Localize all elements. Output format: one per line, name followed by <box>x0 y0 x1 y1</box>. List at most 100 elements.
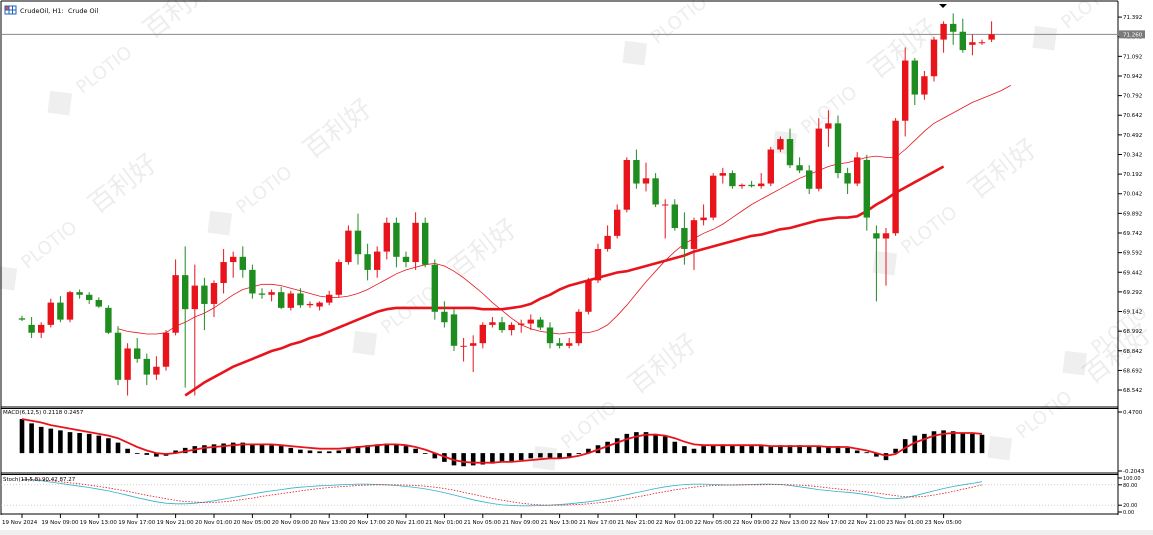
price-tick-label: 71.392 <box>1123 15 1142 21</box>
macd-histogram-bar <box>970 433 975 454</box>
candle-body <box>498 322 506 331</box>
macd-histogram-bar <box>662 436 668 454</box>
stoch-signal-line <box>22 479 983 506</box>
price-tick-label: 69.892 <box>1123 211 1142 217</box>
time-tick-label: 22 Nov 09:00 <box>733 520 771 526</box>
watermark-diamond <box>1062 350 1088 376</box>
macd-histogram-bar <box>461 453 466 467</box>
macd-histogram-bar <box>134 453 140 454</box>
candle-body <box>767 149 774 184</box>
shift-marker-icon[interactable] <box>939 4 947 8</box>
ma-fast-line <box>117 85 1011 335</box>
candle-body <box>652 178 659 205</box>
candle-body <box>786 139 794 166</box>
chart-grid-icon[interactable] <box>4 5 17 15</box>
macd-histogram-bar <box>211 444 217 454</box>
price-tick-label: 69.592 <box>1123 251 1142 257</box>
candle-body <box>518 323 525 325</box>
macd-histogram-bar <box>643 432 649 454</box>
macd-tick-label: -0.2043 <box>1123 469 1145 475</box>
macd-histogram-bar <box>883 453 889 461</box>
macd-histogram-bar <box>720 444 726 454</box>
candle-body <box>575 311 582 344</box>
candle-body <box>230 256 237 263</box>
watermark-diamond <box>987 435 1013 461</box>
watermark-diamond <box>872 250 898 276</box>
macd-histogram-bar <box>29 423 34 454</box>
time-tick-label: 20 Nov 01:00 <box>195 520 233 526</box>
candle-body <box>642 178 650 184</box>
candle-body <box>287 293 294 308</box>
candle-body <box>815 128 822 189</box>
moving-averages <box>117 85 1011 397</box>
candle-body <box>844 173 851 184</box>
macd-histogram-bar <box>67 432 73 454</box>
candle-body <box>220 262 227 283</box>
time-tick-label: 20 Nov 17:00 <box>349 520 387 526</box>
candle-body <box>364 254 371 270</box>
macd-histogram-bar <box>960 432 966 454</box>
current-price-label: 71.260 <box>1123 32 1143 38</box>
macd-label: MACD(6,12,5) 0.2118 0.2457 <box>3 410 84 416</box>
candle-body <box>690 220 698 249</box>
macd-histogram-bar <box>422 453 428 454</box>
candle-body <box>489 322 496 325</box>
candle-body <box>393 222 400 257</box>
candle-body <box>172 275 179 333</box>
macd-histogram-bar <box>922 433 927 454</box>
bottom-status-strip <box>0 530 1153 535</box>
candle-body <box>326 294 333 303</box>
stoch-tick-label: 80.00 <box>1123 483 1137 489</box>
macd-histogram-bar <box>701 446 706 454</box>
candle-body <box>374 251 381 270</box>
macd-histogram-bar <box>509 453 514 461</box>
macd-histogram-bar <box>691 448 697 454</box>
macd-histogram-bar <box>125 448 130 454</box>
macd-histogram-bar <box>778 445 783 454</box>
candle-body <box>18 318 26 320</box>
symbol-timeframe: CrudeOil, H1: <box>20 7 64 15</box>
macd-histogram-bar <box>77 432 82 454</box>
macd-histogram-bar <box>797 445 802 454</box>
candle-body <box>422 222 429 265</box>
macd-histogram-bar <box>480 453 486 465</box>
candle-body <box>201 285 208 304</box>
macd-histogram-bar <box>19 418 25 454</box>
price-tick-label: 69.142 <box>1123 310 1142 316</box>
macd-histogram-bar <box>259 444 265 454</box>
stoch-main-line <box>21 479 983 507</box>
macd-histogram-bar <box>605 441 610 454</box>
candle-body <box>143 358 150 375</box>
time-tick-label: 21 Nov 13:00 <box>541 520 579 526</box>
price-tick-label: 70.192 <box>1123 172 1142 178</box>
stoch-label: Stoch(13,5,8) 90.42 87.27 <box>3 477 76 483</box>
macd-indicator: 0.4700 -0.2043 <box>19 410 1145 475</box>
macd-histogram-bar <box>931 431 937 454</box>
candle-body <box>441 311 448 323</box>
candle-body <box>191 285 198 310</box>
macd-histogram-bar <box>653 433 658 454</box>
macd-histogram-bar <box>547 453 553 458</box>
price-tick-label: 69.442 <box>1123 270 1142 276</box>
time-tick-label: 22 Nov 05:00 <box>694 520 732 526</box>
watermark-diamond <box>622 40 648 66</box>
candle-body <box>988 34 995 40</box>
candle-body <box>182 275 189 310</box>
candle-body <box>527 319 534 324</box>
macd-histogram-bar <box>154 453 159 457</box>
time-tick-label: 19 Nov 17:00 <box>118 520 156 526</box>
watermark-diamond <box>1032 25 1058 51</box>
macd-histogram-bar <box>576 453 582 454</box>
macd-histogram-bar <box>403 446 409 454</box>
macd-histogram-bar <box>115 442 121 454</box>
candle-body <box>47 302 54 325</box>
macd-histogram-bar <box>557 453 562 458</box>
candle-body <box>556 343 563 346</box>
macd-histogram-bar <box>538 453 543 458</box>
macd-histogram-bar <box>250 443 255 454</box>
macd-histogram-bar <box>86 433 92 454</box>
macd-histogram-bar <box>730 445 735 454</box>
